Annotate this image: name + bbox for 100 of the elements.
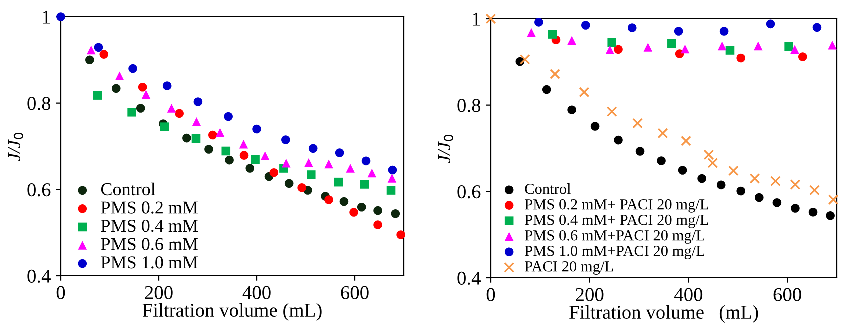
point (628, 24, 637, 32)
y-tick-label: 0.8 (458, 99, 481, 112)
point (192, 134, 201, 144)
point (790, 45, 800, 54)
point (182, 134, 192, 143)
point (194, 98, 203, 106)
point (298, 184, 306, 192)
x-axis-title: Filtration volume (mL) (142, 303, 322, 321)
point (167, 104, 176, 113)
point (346, 164, 355, 173)
point (350, 208, 358, 217)
point (240, 151, 249, 160)
point (246, 164, 255, 173)
point (340, 197, 349, 206)
point (222, 146, 231, 156)
point (644, 43, 653, 52)
point (698, 174, 706, 184)
legend-label: PMS 0.4 mM (101, 220, 198, 232)
point (828, 40, 837, 50)
x-tick-label: 200 (145, 286, 173, 300)
point (386, 186, 396, 195)
point (674, 27, 684, 36)
point (335, 148, 344, 158)
point (784, 42, 794, 52)
point (100, 50, 109, 59)
point (175, 109, 184, 118)
point (142, 90, 151, 100)
point (93, 91, 102, 100)
point (636, 147, 645, 156)
point (534, 18, 544, 27)
legend-label: PMS 0.6 mM+PACI 20 mg/L (525, 230, 705, 244)
point (606, 106, 618, 118)
point (826, 211, 835, 220)
point (270, 168, 279, 178)
y-tick-label: 0.4 (28, 270, 51, 284)
point (770, 176, 781, 187)
point (216, 128, 225, 138)
point (192, 118, 202, 126)
y-tick-label: 0.4 (458, 272, 481, 286)
point (568, 36, 576, 45)
y-tick-label: 0.8 (28, 97, 51, 110)
point (808, 208, 818, 217)
point (136, 104, 146, 113)
point (204, 145, 214, 154)
point (810, 185, 820, 196)
point (374, 206, 382, 216)
point (668, 39, 676, 48)
point (736, 54, 746, 63)
legend-label: PMS 0.2 mM (101, 202, 198, 214)
point (334, 178, 344, 187)
point (239, 140, 248, 149)
point (716, 180, 726, 190)
point (391, 209, 400, 218)
point (704, 150, 714, 160)
point (582, 21, 590, 30)
point (112, 84, 121, 94)
point (590, 122, 600, 131)
legend-label: PMS 1.0 mM (101, 256, 198, 269)
point (486, 14, 496, 24)
legend-label: PACI 20 mg/L (525, 261, 614, 275)
y-tick-label: 1 (43, 10, 50, 24)
point (828, 194, 839, 206)
legend-label: PMS 0.4 mM+ PACI 20 mg/L (525, 214, 708, 228)
point (324, 160, 334, 169)
point (94, 43, 104, 52)
point (658, 128, 668, 139)
point (138, 82, 148, 92)
point (606, 46, 615, 54)
y-axis-title: J/J$_{0}$ (8, 132, 24, 162)
point (225, 156, 234, 165)
point (527, 28, 536, 38)
point (251, 155, 260, 164)
point (790, 180, 801, 190)
legend-label: PMS 1.0 mM+PACI 20 mg/L (525, 246, 705, 260)
point (718, 42, 727, 51)
point (160, 122, 170, 132)
point (542, 85, 552, 94)
point (304, 158, 314, 168)
point (252, 124, 262, 134)
point (260, 152, 270, 160)
point (520, 54, 530, 65)
legend-label: Control (101, 182, 156, 196)
point (162, 82, 172, 90)
point (128, 64, 138, 74)
x-axis-title: Filtration volume (mL) (570, 305, 758, 323)
x-tick-label: 200 (576, 288, 604, 302)
point (208, 130, 218, 140)
x-tick-label: 600 (774, 288, 802, 302)
point (798, 52, 808, 62)
point (736, 186, 746, 196)
point (307, 170, 316, 180)
point (791, 204, 800, 213)
point (728, 166, 739, 176)
point (86, 46, 96, 55)
legend-label: PMS 0.2 mM+ PACI 20 mg/L (525, 199, 708, 213)
point (614, 136, 623, 145)
point (812, 23, 822, 32)
y-tick-label: 0.6 (28, 183, 51, 197)
x-tick-label: 400 (242, 286, 271, 300)
x-tick-label: 0 (56, 286, 66, 300)
